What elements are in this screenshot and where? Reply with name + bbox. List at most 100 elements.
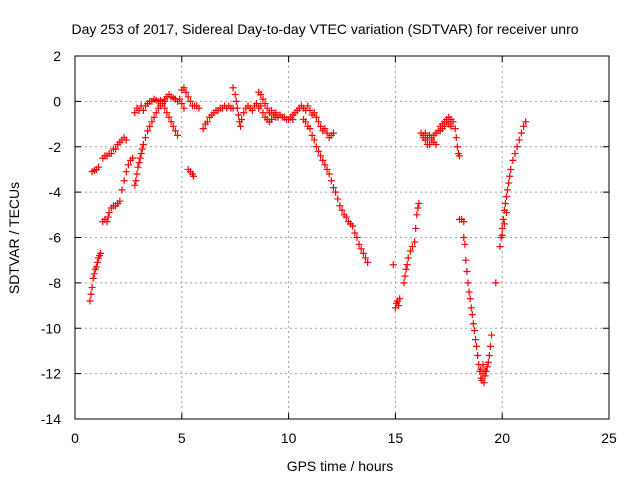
- data-point: [323, 129, 331, 137]
- data-points: [86, 84, 530, 387]
- data-point: [97, 249, 105, 257]
- data-point: [406, 247, 414, 255]
- data-point: [355, 240, 363, 248]
- data-point: [464, 279, 472, 287]
- data-point: [329, 184, 337, 192]
- data-point: [351, 229, 359, 237]
- data-point: [496, 243, 504, 251]
- data-point: [511, 150, 519, 158]
- data-point: [453, 143, 461, 151]
- data-point: [107, 150, 115, 158]
- data-point: [441, 122, 449, 130]
- data-point: [152, 109, 160, 117]
- data-point: [426, 140, 434, 148]
- data-point: [199, 125, 207, 133]
- data-point: [505, 179, 513, 187]
- data-point: [317, 152, 325, 160]
- data-point: [460, 234, 468, 241]
- data-point: [389, 261, 397, 269]
- data-point: [122, 136, 130, 144]
- data-point: [89, 274, 97, 282]
- data-point: [92, 263, 100, 271]
- data-point: [268, 116, 276, 124]
- data-point: [364, 258, 372, 266]
- data-point: [263, 104, 271, 112]
- data-point: [334, 195, 342, 203]
- data-point: [520, 122, 528, 130]
- data-point: [349, 222, 357, 230]
- data-point: [502, 193, 510, 201]
- data-point: [509, 156, 517, 164]
- data-point: [131, 181, 139, 189]
- data-point: [161, 104, 169, 112]
- data-point: [257, 91, 265, 99]
- data-point: [203, 118, 211, 126]
- data-point: [174, 131, 182, 139]
- data-point: [132, 177, 140, 185]
- data-point: [402, 265, 410, 273]
- data-point: [502, 209, 510, 217]
- data-point: [414, 204, 422, 212]
- data-point: [400, 279, 408, 287]
- data-point: [329, 129, 337, 137]
- data-point: [492, 279, 500, 287]
- data-point: [310, 136, 318, 144]
- data-point: [237, 122, 245, 130]
- data-point: [507, 165, 515, 173]
- data-point: [231, 91, 239, 99]
- data-point: [144, 127, 152, 135]
- data-point: [308, 131, 316, 139]
- data-point: [486, 342, 494, 350]
- data-point: [470, 327, 478, 335]
- data-point: [499, 215, 507, 223]
- data-point: [467, 304, 475, 312]
- data-point: [90, 270, 98, 278]
- data-point: [342, 213, 350, 221]
- data-point: [268, 106, 276, 114]
- data-point: [195, 104, 203, 112]
- data-point: [449, 118, 457, 126]
- data-point: [304, 102, 312, 110]
- data-point: [135, 159, 143, 167]
- data-point: [257, 102, 265, 110]
- x-tick-label: 0: [71, 430, 79, 446]
- data-point: [86, 297, 94, 305]
- data-point: [122, 168, 130, 176]
- data-point: [129, 154, 137, 162]
- data-point: [403, 261, 411, 269]
- data-point: [473, 342, 481, 350]
- data-point: [178, 100, 186, 108]
- data-point: [167, 118, 175, 126]
- data-point: [163, 109, 171, 117]
- y-tick-label: 2: [53, 48, 61, 64]
- data-point: [259, 95, 267, 103]
- data-point: [131, 109, 139, 117]
- data-point: [272, 113, 280, 121]
- data-point: [87, 290, 95, 298]
- data-point: [506, 172, 514, 180]
- data-point: [321, 161, 329, 169]
- data-point: [485, 351, 493, 359]
- data-point: [357, 245, 365, 253]
- data-point: [306, 106, 314, 114]
- data-point: [413, 211, 421, 219]
- data-point: [253, 100, 261, 108]
- data-point: [232, 97, 240, 105]
- data-point: [401, 272, 409, 280]
- data-point: [327, 177, 335, 185]
- data-point: [432, 140, 440, 148]
- data-point: [332, 188, 340, 196]
- data-point: [150, 113, 158, 121]
- data-point: [261, 100, 269, 108]
- data-point: [483, 363, 491, 371]
- data-point: [120, 177, 128, 185]
- data-point: [504, 186, 512, 194]
- data-point: [136, 154, 144, 162]
- data-point: [259, 109, 267, 117]
- data-point: [474, 351, 482, 359]
- data-point: [421, 129, 429, 137]
- data-point: [395, 302, 403, 310]
- y-tick-label: -12: [41, 366, 61, 382]
- data-point: [323, 165, 331, 173]
- data-point: [118, 186, 126, 194]
